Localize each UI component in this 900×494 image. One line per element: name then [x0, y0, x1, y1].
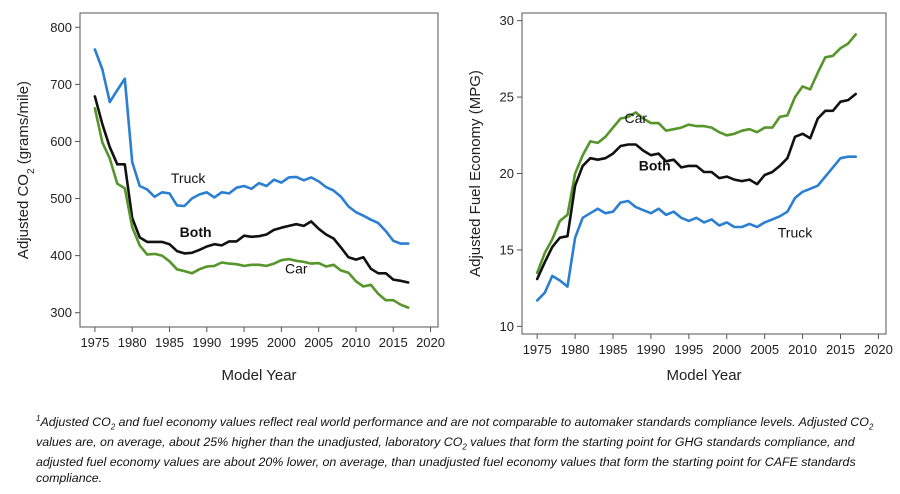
mpg-truck-line	[535, 155, 858, 302]
co2-x-tick-label: 2005	[304, 335, 333, 350]
mpg-y-tick-label: 25	[500, 90, 514, 105]
co2-x-tick-label: 1975	[80, 335, 109, 350]
co2-x-tick-label: 2000	[267, 335, 296, 350]
fuel-economy-chart: 1975 1980 1985 1990 1995 2000 2005 2010 2015 2020…	[467, 12, 893, 384]
co2-x-tick-label: 2010	[341, 335, 370, 350]
co2-y-tick-label: 400	[50, 248, 72, 263]
co2-x-tick-label: 2015	[379, 335, 408, 350]
mpg-y-axis-title: Adjusted Fuel Economy (MPG)	[467, 70, 484, 277]
co2-x-tick-label: 1995	[230, 335, 259, 350]
co2-y-tick-label: 500	[50, 191, 72, 206]
co2-y-tick-label: 300	[50, 305, 72, 320]
mpg-car-label: Car	[624, 110, 647, 126]
co2-x-tick-label: 2020	[416, 335, 445, 350]
co2-x-tick-label: 1985	[155, 335, 184, 350]
mpg-x-axis-title: Model Year	[666, 367, 741, 384]
mpg-y-tick-label: 30	[500, 13, 514, 28]
mpg-x-tick-label: 2000	[712, 342, 741, 357]
co2-y-tick-label: 700	[50, 77, 72, 92]
co2-y-tick-label: 800	[50, 20, 72, 35]
mpg-x-tick-label: 1980	[561, 342, 590, 357]
mpg-plot-frame	[521, 12, 887, 335]
co2-truck-line	[93, 48, 410, 245]
mpg-x-tick-label: 2010	[788, 342, 817, 357]
co2-y-tick-label: 600	[50, 134, 72, 149]
co2-car-label: Car	[285, 260, 308, 276]
mpg-car-line	[535, 33, 858, 275]
co2-both-line	[93, 95, 410, 284]
mpg-y-tick-label: 15	[500, 242, 514, 257]
co2-plot-frame	[79, 12, 439, 328]
co2-x-tick-label: 1990	[192, 335, 221, 350]
mpg-y-tick-label: 10	[500, 319, 514, 334]
footnote: 1Adjusted CO2 and fuel economy values re…	[36, 414, 874, 485]
co2-truck-label: Truck	[171, 170, 206, 186]
co2-x-tick-label: 1980	[118, 335, 147, 350]
mpg-x-tick-label: 1990	[636, 342, 665, 357]
co2-both-label: Both	[180, 224, 212, 240]
co2-y-axis-title: Adjusted CO2 (grams/mile)	[15, 81, 37, 259]
mpg-x-tick-label: 1995	[674, 342, 703, 357]
mpg-both-label: Both	[639, 157, 671, 173]
mpg-x-tick-label: 2020	[864, 342, 893, 357]
mpg-x-tick-label: 1985	[599, 342, 628, 357]
mpg-y-tick-label: 20	[500, 166, 514, 181]
co2-chart: 1975 1980 1985 1990 1995 2000 2005 2010 2015 2020…	[15, 12, 445, 384]
mpg-x-tick-label: 1975	[523, 342, 552, 357]
co2-car-line	[93, 107, 410, 309]
co2-x-axis-title: Model Year	[221, 367, 296, 384]
mpg-truck-label: Truck	[778, 225, 813, 241]
mpg-x-tick-label: 2015	[826, 342, 855, 357]
mpg-both-line	[535, 92, 858, 281]
mpg-x-tick-label: 2005	[750, 342, 779, 357]
